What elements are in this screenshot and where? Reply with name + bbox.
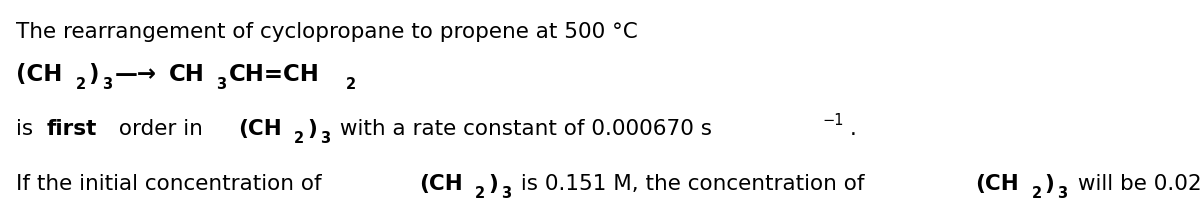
Text: 2: 2 [475,186,486,201]
Text: 2: 2 [294,131,305,146]
Text: 3: 3 [320,131,330,146]
Text: first: first [47,119,97,139]
Text: ): ) [89,63,100,86]
Text: order in: order in [112,119,209,139]
Text: ): ) [1045,174,1055,194]
Text: ): ) [307,119,317,139]
Text: (CH: (CH [419,174,462,194]
Text: 3: 3 [502,186,511,201]
Text: 2: 2 [346,77,356,92]
Text: (CH: (CH [976,174,1019,194]
Text: (CH: (CH [238,119,282,139]
Text: 2: 2 [1032,186,1042,201]
Text: 3: 3 [1057,186,1068,201]
Text: will be 0.0245 M after: will be 0.0245 M after [1070,174,1200,194]
Text: with a rate constant of 0.000670 s: with a rate constant of 0.000670 s [334,119,712,139]
Text: (CH: (CH [16,63,62,86]
Text: is: is [16,119,40,139]
Text: ): ) [488,174,498,194]
Text: CH=CH: CH=CH [229,63,319,86]
Text: −1: −1 [822,113,844,128]
Text: The rearrangement of cyclopropane to propene at 500 °C: The rearrangement of cyclopropane to pro… [16,22,637,42]
Text: CH: CH [169,63,205,86]
Text: If the initial concentration of: If the initial concentration of [16,174,328,194]
Text: 3: 3 [216,77,226,92]
Text: —→: —→ [115,63,157,86]
Text: 2: 2 [76,77,85,92]
Text: 3: 3 [102,77,112,92]
Text: is 0.151 M, the concentration of: is 0.151 M, the concentration of [514,174,871,194]
Text: .: . [850,119,857,139]
